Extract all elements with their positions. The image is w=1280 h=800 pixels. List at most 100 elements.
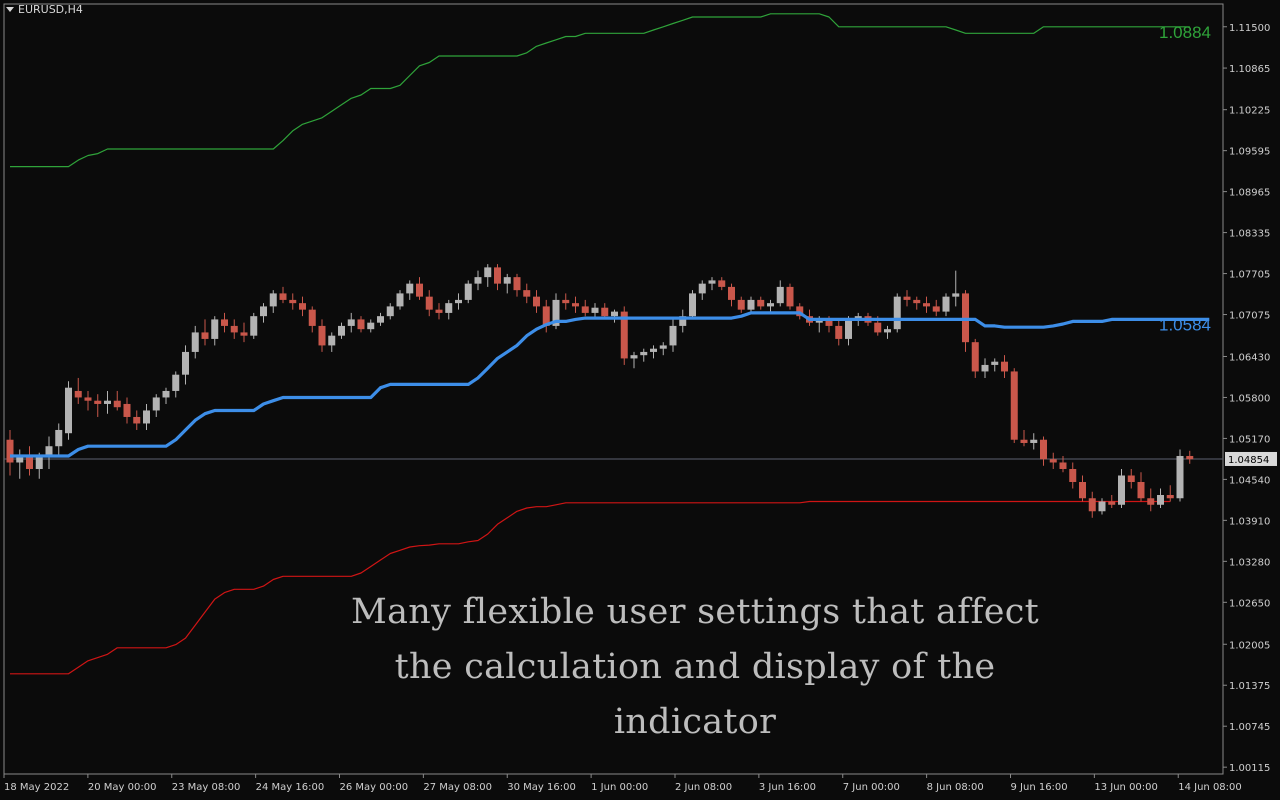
y-tick-label: 1.01375 [1229,681,1270,692]
candle-body [669,325,677,346]
x-tick-label: 14 Jun 08:00 [1178,782,1242,793]
middle-line [10,311,1210,458]
candle-body [123,403,131,417]
candle-body [552,299,560,326]
current-price-tag [1225,451,1277,466]
candle-body [357,319,365,330]
candle-body [396,293,404,307]
candle-body [718,280,726,287]
candle-body [679,316,687,326]
x-tick-label: 23 May 08:00 [172,782,241,793]
symbol-label: EURUSD,H4 [18,3,83,16]
candle-body [991,361,999,365]
x-tick-label: 20 May 00:00 [88,782,157,793]
candle-body [542,306,550,326]
candle-body [289,299,297,304]
candle-body [425,296,433,310]
candle-body [708,280,716,284]
candle-body [182,351,189,375]
candle-body [1040,439,1047,460]
y-tick-label: 1.07705 [1229,270,1270,281]
candle-body [776,286,784,304]
candle-body [1088,498,1096,512]
y-tick-label: 1.08965 [1229,188,1270,199]
x-tick-label: 30 May 16:00 [507,782,576,793]
candle-body [143,410,150,424]
candle-body [650,348,657,352]
candle-body [1098,501,1106,512]
y-tick-label: 1.07075 [1229,311,1270,322]
candle-body [640,351,648,356]
candle-body [611,311,618,317]
candle-body [923,303,930,307]
lower-band-label: 1.0284 [1159,0,1211,4]
candle-body [113,400,121,408]
candle-body [1137,481,1145,499]
candle-body [386,306,394,317]
candle-body [445,303,453,313]
candle-body [659,345,667,349]
candle-body [338,325,345,336]
caption-line-3: indicator [613,702,777,742]
promo-caption: Many flexible user settings that affect … [290,585,1100,750]
lower-band-line [10,500,1171,675]
candle-body [474,277,482,284]
candle-body [971,342,979,372]
upper-band-line [10,13,1190,168]
current-price-label: 1.04854 [1228,455,1269,466]
symbol-dropdown[interactable]: EURUSD,H4 [6,3,83,16]
candle-body [562,299,570,304]
candle-body [367,322,375,330]
x-tick-label: 26 May 00:00 [339,782,408,793]
candle-body [913,299,921,304]
candle-body [230,325,238,333]
caption-line-2: the calculation and display of the [394,647,996,687]
candle-body [416,283,423,297]
y-tick-label: 1.08335 [1229,229,1270,240]
y-tick-label: 1.09595 [1229,147,1270,158]
y-tick-label: 1.02005 [1229,640,1270,651]
candle-body [854,316,862,320]
candle-body [1079,481,1086,499]
plot-frame [3,3,1224,775]
candle-body [65,387,72,434]
x-tick-label: 18 May 2022 [4,782,69,793]
candle-body [884,329,891,333]
candle-body [815,319,823,323]
candle-body [269,293,277,307]
candle-body [1127,475,1135,482]
candle-body [152,397,160,411]
candle-body [16,455,24,463]
candle-body [1186,455,1194,460]
candle-body [893,296,901,330]
candle-body [728,286,735,300]
candle-body [26,455,33,469]
candle-body [1069,468,1077,482]
candle-body [689,293,696,317]
candle-body [74,390,82,398]
x-tick-label: 8 Jun 08:00 [927,782,984,793]
middle-line-label: 1.0584 [1159,315,1211,334]
x-tick-label: 2 Jun 08:00 [675,782,732,793]
candle-body [308,309,316,326]
candle-body [533,296,540,307]
candle-body [455,299,462,304]
y-tick-label: 1.10865 [1229,64,1270,75]
candle-body [347,319,355,326]
x-tick-label: 7 Jun 00:00 [843,782,900,793]
y-tick-label: 1.03910 [1229,516,1270,527]
candle-body [221,319,228,326]
y-tick-label: 1.05800 [1229,393,1270,404]
candle-body [747,299,755,310]
candle-body [737,299,745,310]
candle-body [377,316,384,323]
x-tick-label: 13 Jun 00:00 [1094,782,1158,793]
candle-body [1020,439,1028,443]
candle-body [133,416,141,424]
y-tick-label: 1.10225 [1229,106,1270,117]
y-tick-label: 1.11500 [1229,23,1270,34]
candle-body [1059,462,1067,469]
candle-body [952,293,960,297]
candle-body [835,325,843,339]
